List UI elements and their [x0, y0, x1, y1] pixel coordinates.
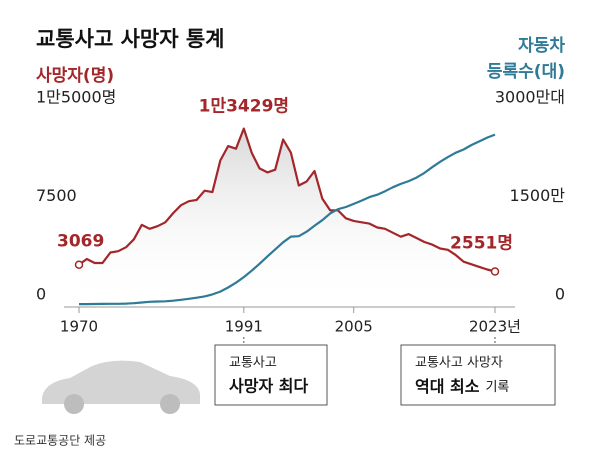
y-tick-label: 0 — [36, 285, 46, 304]
y-axis-label: 사망자(명) — [36, 66, 114, 86]
y2-axis-label: 등록수(대) — [487, 62, 565, 82]
area — [79, 128, 495, 305]
chart-title: 교통사고 사망자 통계 — [36, 27, 225, 51]
callout-normal: 기록 — [485, 380, 509, 395]
data-label: 1만3429명 — [199, 97, 289, 117]
data-label: 3069 — [57, 232, 104, 252]
x-tick-label: 2005 — [335, 318, 373, 336]
point — [74, 260, 84, 269]
y2-tick-label: 1500만 — [510, 186, 566, 205]
callout-box — [400, 344, 556, 406]
series-line — [78, 127, 496, 273]
source: 도로교통공단 제공 — [14, 434, 106, 448]
x-tick-label: 1970 — [60, 318, 98, 336]
point — [490, 267, 500, 276]
data-label: 2551명 — [450, 233, 513, 253]
callout-text: 사망자 최다 — [229, 377, 308, 396]
callout-bold: 역대 최소 — [415, 377, 480, 396]
callout-text: 역대 최소 기록 — [415, 377, 509, 396]
y2-tick-label: 3000만대 — [495, 88, 565, 107]
car-icon — [42, 360, 200, 414]
y-tick-label: 7500 — [36, 186, 77, 205]
x-tick-label: 1991 — [225, 318, 263, 336]
callout-text: 교통사고 사망자 — [415, 356, 503, 371]
callout-box — [214, 344, 328, 406]
y2-axis-label: 자동차 — [518, 36, 565, 56]
x-tick-label: 2023년 — [469, 318, 521, 336]
y2-tick-label: 0 — [555, 285, 565, 304]
series-line — [79, 133, 496, 306]
callout-text: 교통사고 — [229, 356, 277, 371]
y-tick-label: 1만5000명 — [36, 88, 116, 107]
